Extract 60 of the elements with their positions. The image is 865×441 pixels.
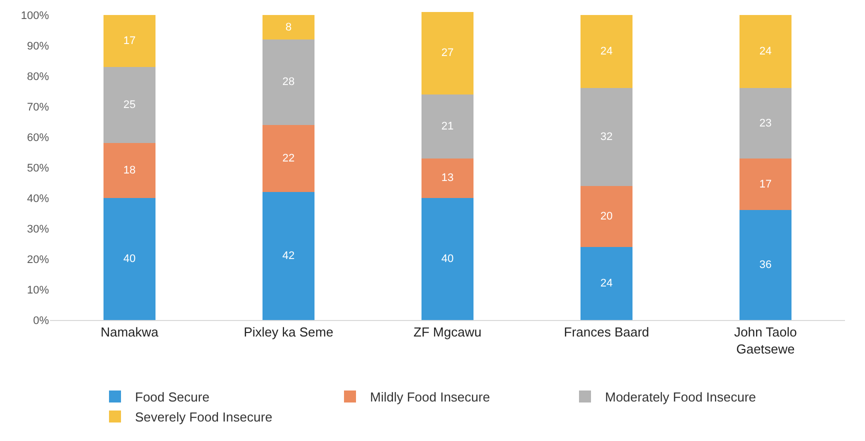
bar <box>739 158 792 210</box>
bar <box>580 15 633 88</box>
bar <box>262 39 315 125</box>
y-tick-label: 0% <box>33 314 50 327</box>
data-label: 27 <box>441 47 454 60</box>
bar <box>421 198 474 320</box>
y-tick-label: 30% <box>26 223 50 236</box>
bar <box>421 158 474 198</box>
y-tick-label: 80% <box>26 70 50 83</box>
bar <box>421 12 474 94</box>
data-label: 20 <box>600 210 613 222</box>
data-label: 18 <box>123 164 136 177</box>
data-label: 24 <box>600 46 613 58</box>
data-label: 13 <box>441 172 454 184</box>
legend-label: Food Secure <box>135 390 210 405</box>
bar <box>580 88 633 186</box>
bar <box>262 192 315 320</box>
bar <box>103 15 156 67</box>
y-tick-label: 70% <box>26 101 50 114</box>
x-tick-label: Pixley ka Seme <box>244 324 334 340</box>
x-tick-label: John Taolo Gaetsewe <box>734 324 797 356</box>
bar <box>580 246 633 320</box>
data-label: 40 <box>441 253 454 266</box>
x-tick-label: Namakwa <box>100 324 160 340</box>
bar <box>262 15 315 40</box>
data-label: 24 <box>759 46 772 58</box>
bar <box>103 143 156 198</box>
y-tick-label: 20% <box>26 254 50 266</box>
data-label: 28 <box>282 76 295 88</box>
y-tick-label: 100% <box>20 10 50 22</box>
data-label: 21 <box>441 120 454 132</box>
data-label: 36 <box>759 259 772 272</box>
data-label: 8 <box>285 21 292 34</box>
data-label: 40 <box>123 253 136 266</box>
data-label: 17 <box>759 178 772 190</box>
x-tick-label: ZF Mgcawu <box>414 324 482 340</box>
y-tick-label: 90% <box>26 40 50 52</box>
data-label: 23 <box>759 117 772 130</box>
data-label: 24 <box>600 277 613 290</box>
y-tick-label: 40% <box>26 192 50 205</box>
legend-label: Mildly Food Insecure <box>370 390 490 405</box>
data-label: 25 <box>123 99 136 112</box>
bar <box>421 94 474 158</box>
legend-label: Severely Food Insecure <box>135 410 272 425</box>
data-label: 22 <box>282 152 295 164</box>
data-label: 42 <box>282 250 295 262</box>
bar <box>262 124 315 192</box>
y-tick-label: 50% <box>26 162 50 174</box>
bar <box>739 88 792 158</box>
bar <box>103 66 156 144</box>
y-tick-label: 60% <box>26 132 50 144</box>
bar <box>580 186 633 247</box>
data-label: 32 <box>600 131 613 144</box>
legend-label: Moderately Food Insecure <box>605 390 756 405</box>
y-tick-label: 10% <box>26 284 50 296</box>
bar <box>103 198 156 320</box>
x-tick-label: Frances Baard <box>564 324 650 340</box>
data-label: 17 <box>123 34 136 47</box>
bar <box>739 15 792 88</box>
bar <box>739 210 792 320</box>
